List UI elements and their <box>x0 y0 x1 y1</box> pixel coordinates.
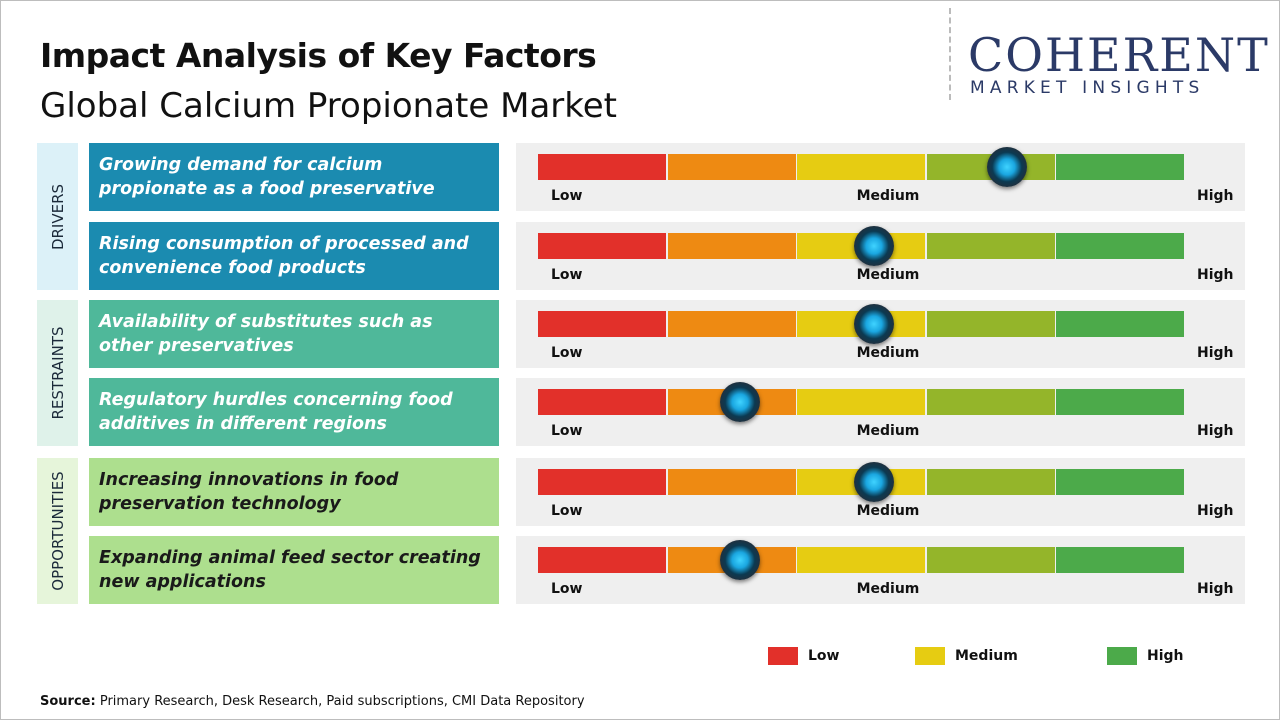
gauge-segment <box>538 311 666 337</box>
gauge-knob <box>854 226 894 266</box>
scale-high: High <box>1197 581 1234 597</box>
gauge-segment <box>926 389 1055 415</box>
gauge: Low Medium High <box>516 143 1245 211</box>
scale-low: Low <box>551 267 583 283</box>
gauge: Low Medium High <box>516 458 1245 526</box>
legend-swatch <box>768 647 798 665</box>
gauge-knob <box>854 304 894 344</box>
section-label: RESTRAINTS <box>48 326 67 420</box>
source: Source: Primary Research, Desk Research,… <box>40 694 585 709</box>
gauge-segment <box>538 469 666 495</box>
divider <box>949 8 951 100</box>
gauge-segment <box>926 233 1055 259</box>
scale-high: High <box>1197 503 1234 519</box>
gauge-segment <box>926 469 1055 495</box>
gauge-knob <box>854 462 894 502</box>
factor: Availability of substitutes such as othe… <box>89 300 499 368</box>
gauge-segment <box>926 311 1055 337</box>
source-text: Primary Research, Desk Research, Paid su… <box>99 694 585 709</box>
subtitle: Global Calcium Propionate Market <box>40 86 617 126</box>
scale-low: Low <box>551 423 583 439</box>
scale-low: Low <box>551 503 583 519</box>
gauge-segment <box>1056 547 1185 573</box>
logo-name: COHERENT <box>968 28 1270 82</box>
scale-high: High <box>1197 345 1234 361</box>
section-label: OPPORTUNITIES <box>48 471 67 591</box>
gauge-segment <box>1056 233 1185 259</box>
gauge: Low Medium High <box>516 300 1245 368</box>
gauge-segment <box>667 154 796 180</box>
gauge-segment <box>1056 311 1185 337</box>
gauge: Low Medium High <box>516 378 1245 446</box>
scale-low: Low <box>551 345 583 361</box>
logo-tagline: MARKET INSIGHTS <box>970 78 1205 98</box>
gauge-segment <box>667 311 796 337</box>
gauge-segment <box>1056 389 1185 415</box>
title: Impact Analysis of Key Factors <box>40 36 597 75</box>
factor: Rising consumption of processed and conv… <box>89 222 499 290</box>
scale-low: Low <box>551 581 583 597</box>
scale-high: High <box>1197 423 1234 439</box>
section-label: DRIVERS <box>48 183 67 250</box>
scale-high: High <box>1197 267 1234 283</box>
section-tab: DRIVERS <box>37 143 78 290</box>
gauge-segment <box>1056 469 1185 495</box>
gauge-segment <box>797 154 926 180</box>
gauge: Low Medium High <box>516 222 1245 290</box>
factor: Increasing innovations in food preservat… <box>89 458 499 526</box>
gauge-segment <box>667 233 796 259</box>
section-tab: RESTRAINTS <box>37 300 78 446</box>
section-tab: OPPORTUNITIES <box>37 458 78 604</box>
legend-label: High <box>1147 648 1184 664</box>
gauge-segment <box>538 154 666 180</box>
gauge-segment <box>538 389 666 415</box>
source-label: Source: <box>40 694 96 709</box>
gauge-segment <box>1056 154 1185 180</box>
factor: Growing demand for calcium propionate as… <box>89 143 499 211</box>
gauge-segment <box>797 389 926 415</box>
factor: Regulatory hurdles concerning food addit… <box>89 378 499 446</box>
gauge-segment <box>538 233 666 259</box>
scale-high: High <box>1197 188 1234 204</box>
gauge: Low Medium High <box>516 536 1245 604</box>
gauge-knob <box>720 540 760 580</box>
gauge-segment <box>926 547 1055 573</box>
gauge-knob <box>987 147 1027 187</box>
gauge-segment <box>797 547 926 573</box>
factor: Expanding animal feed sector creating ne… <box>89 536 499 604</box>
legend-swatch <box>1107 647 1137 665</box>
gauge-segment <box>667 469 796 495</box>
legend-label: Low <box>808 648 840 664</box>
legend-swatch <box>915 647 945 665</box>
legend-label: Medium <box>955 648 1018 664</box>
gauge-knob <box>720 382 760 422</box>
scale-low: Low <box>551 188 583 204</box>
gauge-segment <box>538 547 666 573</box>
